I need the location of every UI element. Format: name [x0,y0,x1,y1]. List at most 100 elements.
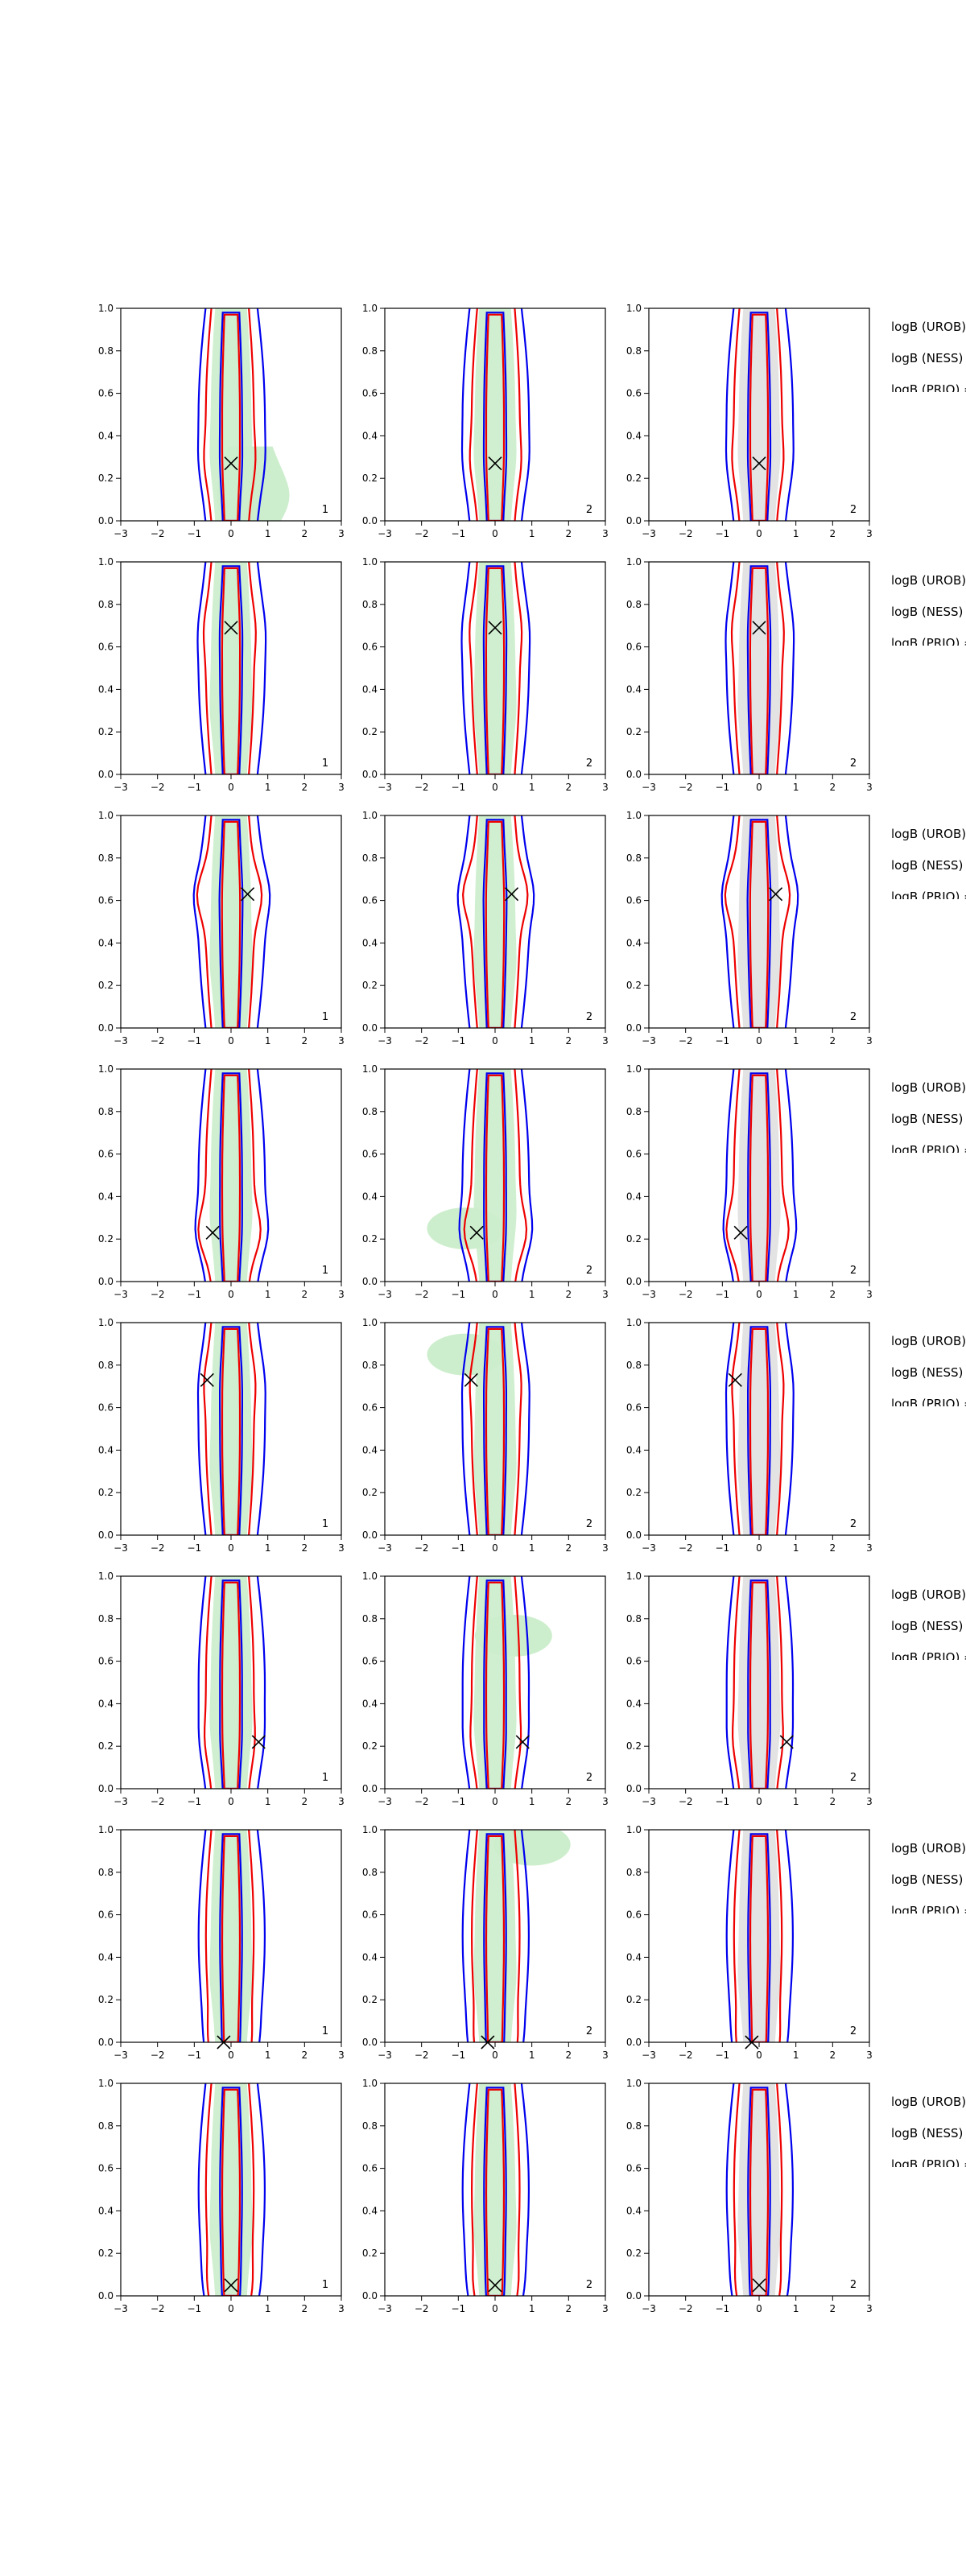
ness-outer-contour [202,562,257,774]
x-tick-label: 1 [793,2050,799,2061]
ness-inner-contour [485,1074,506,1282]
logb-label: logB (PRIO) = [891,636,966,646]
x-tick-label: 1 [529,2303,535,2314]
y-tick-label: 0.0 [362,1530,378,1541]
y-tick-label: 1.0 [626,1824,642,1835]
y-tick-label: 0.2 [626,1994,642,2005]
x-tick-label: 1 [529,528,535,539]
y-tick-label: 0.2 [626,726,642,737]
panel-label: 2 [586,1772,592,1784]
y-tick-label: 0.0 [98,2037,114,2048]
x-tick-label: 3 [866,1542,873,1554]
x-tick-label: 1 [793,1289,799,1300]
urob-outer-contour [461,2083,530,2296]
x-tick-label: 0 [492,2050,498,2061]
x-tick-label: 3 [338,528,345,539]
x-tick-label: 0 [756,2303,762,2314]
x-tick-label: −1 [187,1289,201,1300]
panel: −3 −2 −1 0 1 2 3 0.0 0.2 0.4 0.6 0.8 1.0 2 [362,2078,609,2314]
logb-label: logB (NESS) = [891,1365,966,1380]
y-tick-label: 0.0 [362,769,378,780]
x-tick-label: −1 [451,782,465,793]
urob-inner-contour [747,1072,771,1282]
y-tick-label: 1.0 [626,556,642,568]
ness-inner-contour [749,1581,770,1789]
logb-label: logB (NESS) = [891,1619,966,1633]
x-tick-label: −3 [378,1796,392,1807]
x-tick-label: 1 [529,1035,535,1046]
panel: −3 −2 −1 0 1 2 3 0.0 0.2 0.4 0.6 0.8 1.0 2 [626,2078,873,2314]
x-tick-label: 2 [566,528,572,539]
ness-inner-contour [749,820,770,1028]
y-tick-label: 0.2 [362,1740,378,1752]
y-tick-label: 0.0 [362,2290,378,2301]
y-tick-label: 1.0 [626,303,642,314]
x-tick-label: 3 [338,1035,345,1046]
x-tick-label: −1 [715,1796,729,1807]
urob-inner-contour [219,1579,243,1789]
true-value-marker [240,887,255,902]
panel-label: 2 [850,2025,857,2037]
y-tick-label: 1.0 [98,1571,114,1582]
x-tick-label: 2 [566,2303,572,2314]
x-tick-label: 3 [602,1542,609,1554]
urob-outer-contour [720,815,799,1028]
y-tick-label: 0.4 [626,2205,642,2216]
plot-area [725,1830,795,2042]
panel: −3 −2 −1 0 1 2 3 0.0 0.2 0.4 0.6 0.8 1.0 2 [626,1824,873,2061]
true-value-marker [752,2278,766,2293]
plot-area [192,815,271,1028]
y-tick-label: 0.4 [626,937,642,948]
x-tick-label: −2 [679,2050,693,2061]
panel: −3 −2 −1 0 1 2 3 0.0 0.2 0.4 0.6 0.8 1.0 2 [362,1571,609,1807]
y-tick-label: 0.0 [98,1530,114,1541]
panel-label: 1 [322,2279,328,2291]
y-tick-label: 0.4 [362,2205,378,2216]
y-tick-label: 0.4 [98,1951,114,1963]
panel-label: 2 [586,2279,592,2291]
x-tick-label: 1 [265,528,271,539]
true-value-marker [224,456,238,471]
x-tick-label: −1 [187,528,201,539]
x-tick-label: −3 [378,1289,392,1300]
x-tick-label: −3 [114,2050,128,2061]
y-tick-label: 0.0 [362,1022,378,1034]
x-tick-label: 0 [756,1289,762,1300]
urob-inner-contour [218,565,244,774]
x-tick-label: −2 [679,782,693,793]
logb-label: logB (NESS) = [891,858,966,873]
x-tick-label: −1 [715,2303,729,2314]
panel-label: 2 [850,2279,857,2291]
y-tick-label: 1.0 [98,1317,114,1328]
x-tick-label: 3 [866,1035,873,1046]
y-tick-label: 0.6 [626,642,642,653]
plot-area [720,815,799,1028]
x-tick-label: 3 [866,1796,873,1807]
x-tick-label: 1 [793,782,799,793]
y-tick-label: 0.2 [626,1233,642,1245]
y-tick-label: 0.8 [362,345,378,357]
x-tick-label: 1 [529,782,535,793]
x-tick-label: −3 [642,1796,656,1807]
y-tick-label: 0.2 [362,1994,378,2005]
logb-label: logB (NESS) = [891,605,966,619]
x-tick-label: −3 [642,528,656,539]
urob-outer-contour [460,308,530,521]
x-tick-label: 3 [866,2050,873,2061]
y-tick-label: 1.0 [98,1824,114,1835]
urob-outer-contour [724,562,795,774]
logb-label-group: logB (UROB) = logB (NESS) = logB (PRIO) = [891,573,966,646]
x-tick-label: −2 [679,528,693,539]
x-tick-label: −2 [679,1796,693,1807]
plot-area [456,815,535,1028]
x-tick-label: −3 [114,2303,128,2314]
y-tick-label: 0.0 [626,515,642,526]
x-tick-label: −1 [451,2303,465,2314]
y-tick-label: 0.0 [98,769,114,780]
urob-inner-contour [218,312,244,521]
y-tick-label: 0.8 [626,345,642,357]
urob-inner-contour [219,1833,243,2042]
panel: −3 −2 −1 0 1 2 3 0.0 0.2 0.4 0.6 0.8 1.0 2 [626,1063,873,1300]
logb-label-group: logB (UROB) = logB (NESS) = logB (PRIO) = [891,2095,966,2167]
